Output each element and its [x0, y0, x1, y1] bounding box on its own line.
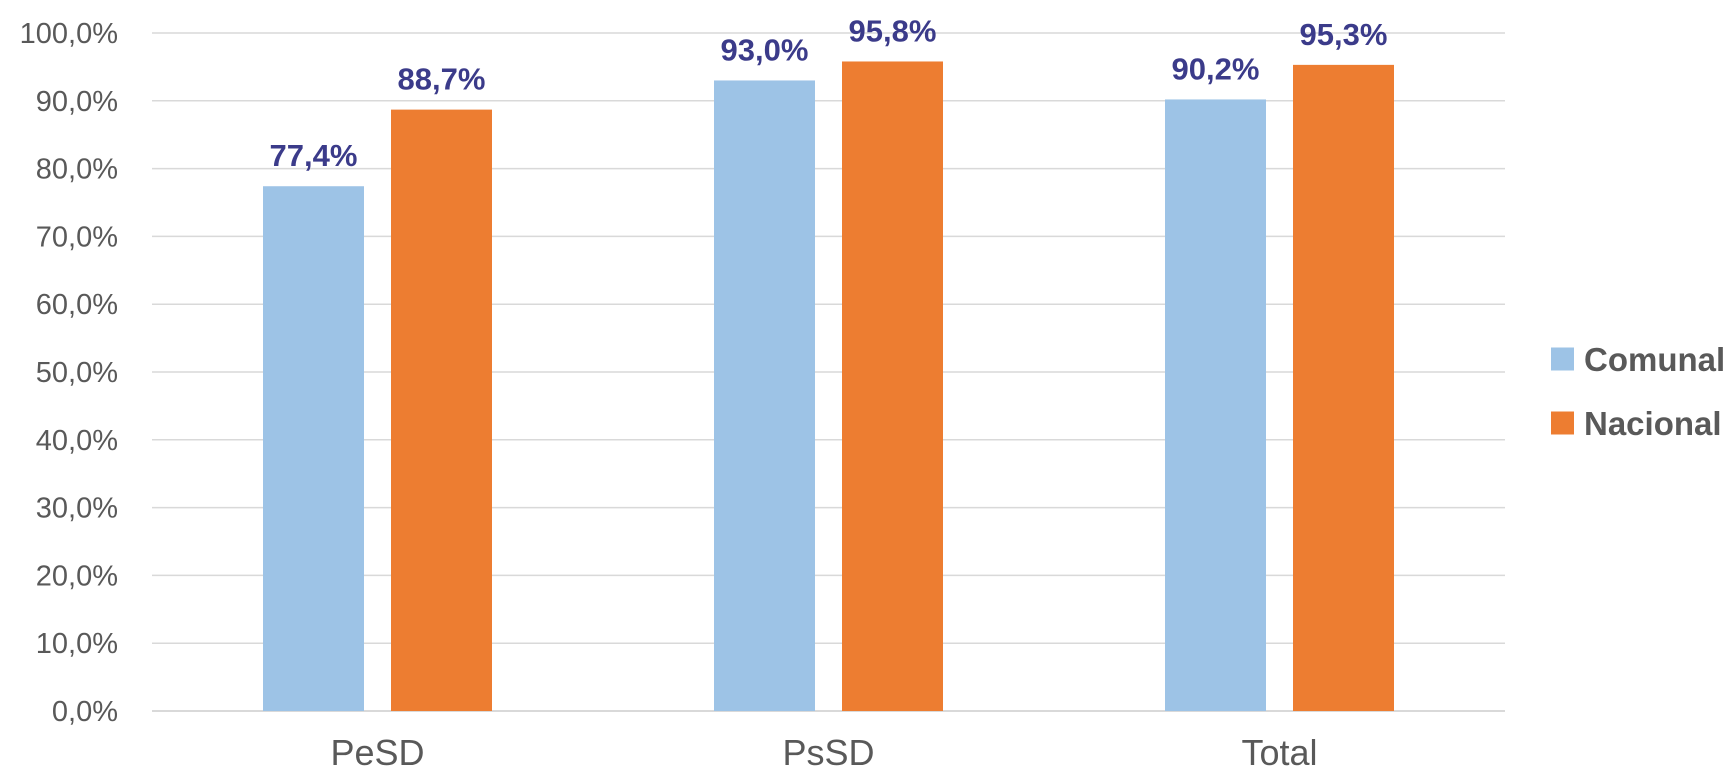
- bars: [263, 61, 1394, 712]
- y-tick-label: 60,0%: [36, 289, 118, 321]
- legend-label-nacional: Nacional: [1584, 405, 1722, 442]
- y-tick-label: 20,0%: [36, 560, 118, 592]
- data-labels: 77,4% 88,7% 93,0% 95,8% 90,2% 95,3%: [270, 13, 1388, 173]
- y-tick-label: 90,0%: [36, 86, 118, 118]
- legend: Comunal Nacional: [1551, 341, 1725, 442]
- x-category-label: Total: [1241, 732, 1317, 773]
- bar-comunal-pesd: [263, 186, 364, 711]
- x-axis-category-labels: PeSD PsSD Total: [330, 732, 1317, 773]
- legend-swatch-comunal: [1551, 347, 1574, 371]
- bar-comunal-pssd: [714, 80, 815, 711]
- y-tick-label: 30,0%: [36, 493, 118, 525]
- x-category-label: PsSD: [782, 732, 874, 773]
- y-tick-label: 70,0%: [36, 221, 118, 253]
- bar-comunal-total: [1165, 99, 1266, 712]
- y-axis-tick-labels: 0,0% 10,0% 20,0% 30,0% 40,0% 50,0% 60,0% 70,0% 8…: [20, 18, 118, 728]
- data-label: 93,0%: [721, 32, 809, 67]
- bar-nacional-pssd: [842, 61, 943, 711]
- gridlines: [152, 32, 1505, 712]
- legend-label-comunal: Comunal: [1584, 341, 1725, 378]
- y-tick-label: 80,0%: [36, 154, 118, 186]
- y-tick-label: 50,0%: [36, 357, 118, 389]
- data-label: 90,2%: [1172, 51, 1260, 86]
- data-label: 95,3%: [1300, 17, 1388, 52]
- x-category-label: PeSD: [330, 732, 424, 773]
- data-label: 95,8%: [849, 13, 937, 48]
- y-tick-label: 10,0%: [36, 628, 118, 660]
- y-tick-label: 0,0%: [52, 696, 118, 728]
- y-tick-label: 100,0%: [20, 18, 118, 50]
- bar-nacional-total: [1293, 64, 1394, 712]
- bar-nacional-pesd: [391, 109, 492, 711]
- y-tick-label: 40,0%: [36, 425, 118, 457]
- data-label: 88,7%: [398, 62, 486, 97]
- data-label: 77,4%: [270, 138, 358, 173]
- legend-swatch-nacional: [1551, 411, 1574, 435]
